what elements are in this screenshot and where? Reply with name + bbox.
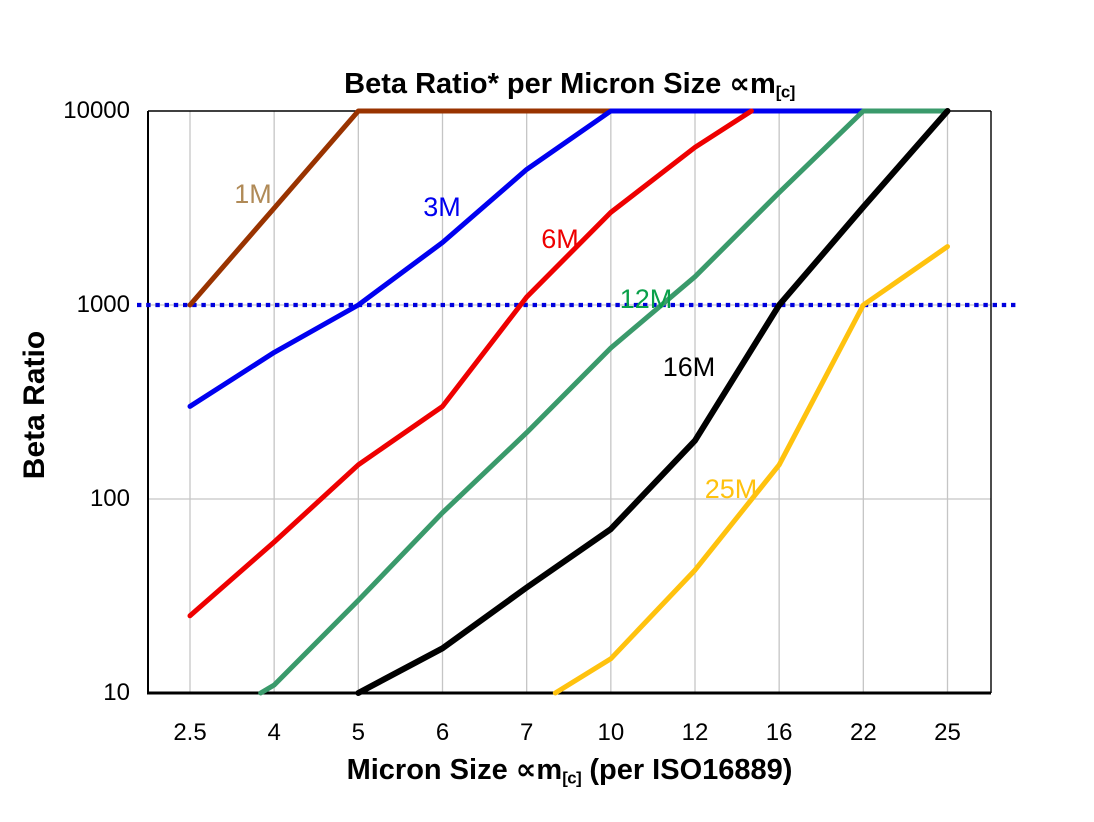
chart-title-text: Beta Ratio* per Micron Size — [344, 68, 730, 100]
series-line-6m — [187, 108, 754, 619]
x-tick-label-5: 5 — [351, 719, 365, 746]
chart-title-subscript: [c] — [775, 82, 796, 102]
series-label-1m: 1M — [234, 179, 272, 209]
series-label-6m: 6M — [541, 224, 579, 254]
series-label-3m: 3M — [423, 192, 461, 222]
x-tick-label-16: 16 — [765, 719, 793, 746]
series-line-12m — [258, 108, 950, 696]
x-tick-label-12: 12 — [681, 719, 709, 746]
x-axis-title-suffix: (per ISO16889) — [581, 754, 793, 786]
x-tick-label-22: 22 — [849, 719, 877, 746]
series-line-16m — [355, 108, 951, 696]
x-axis-title: Micron Size ∝m[c] (per ISO16889) — [148, 752, 991, 789]
y-tick-label-10: 10 — [103, 679, 130, 706]
series-label-12m: 12M — [619, 284, 673, 314]
y-tick-label-10000: 10000 — [63, 97, 130, 124]
y-tick-label-1000: 1000 — [76, 291, 130, 318]
series-label-25m: 25M — [704, 474, 758, 504]
series-line-3m — [187, 108, 866, 409]
x-tick-label-2.5: 2.5 — [173, 719, 207, 746]
x-tick-label-6: 6 — [435, 719, 450, 746]
chart-title: Beta Ratio* per Micron Size ∝m[c] — [148, 66, 991, 103]
series-label-16m: 16M — [662, 352, 716, 382]
x-axis-title-text: Micron Size — [346, 754, 516, 786]
x-axis-title-subscript: [c] — [562, 768, 582, 788]
proportional-symbol: ∝m — [729, 68, 776, 100]
x-tick-label-7: 7 — [519, 719, 534, 746]
x-tick-label-25: 25 — [934, 719, 961, 746]
series-line-25m — [552, 244, 950, 696]
series-line-1m — [187, 108, 614, 308]
x-tick-label-4: 4 — [267, 719, 281, 746]
y-tick-label-100: 100 — [89, 485, 130, 512]
x-proportional-symbol: ∝m — [515, 754, 563, 786]
x-tick-label-10: 10 — [597, 719, 625, 746]
